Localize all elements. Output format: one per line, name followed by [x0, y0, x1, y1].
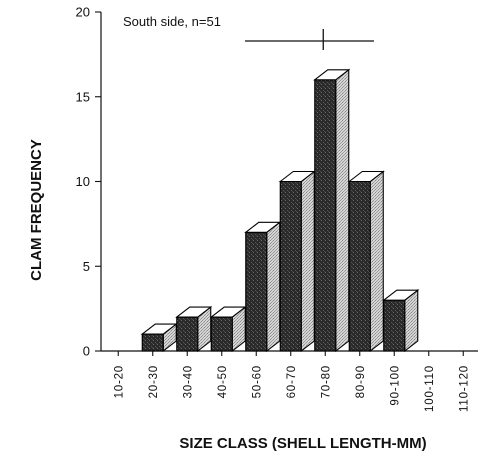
- bar-top-face: [382, 289, 420, 301]
- x-axis-ticks: 10-20 20-30 30-40 40-50 50-60 60-70 70-80 80-90…: [113, 351, 470, 412]
- bars-group: [140, 68, 420, 353]
- bar-front-face: [348, 180, 371, 352]
- y-axis-ticks: 0 5 10 15 20: [76, 5, 101, 359]
- bar-front-face: [314, 79, 337, 352]
- x-tick-label: 10-20: [113, 365, 125, 398]
- x-tick-label: 30-40: [182, 365, 194, 398]
- x-tick-label: 20-30: [148, 365, 160, 398]
- x-tick-label: 40-50: [217, 365, 229, 398]
- y-tick-label: 15: [76, 89, 90, 104]
- x-tick-label: 70-80: [320, 365, 332, 398]
- y-axis-title: CLAM FREQUENCY: [28, 139, 45, 281]
- bar: [140, 322, 178, 353]
- bar-front-face: [245, 231, 268, 352]
- x-axis-title: SIZE CLASS (SHELL LENGTH-MM): [179, 435, 426, 452]
- bar: [209, 305, 247, 353]
- x-tick-label: 80-90: [355, 365, 367, 398]
- bar: [382, 289, 420, 353]
- y-tick-label: 10: [76, 174, 90, 189]
- bar: [175, 305, 213, 353]
- bar: [278, 170, 316, 353]
- x-tick-label: 50-60: [251, 365, 263, 398]
- y-tick-label: 0: [83, 344, 90, 359]
- y-tick-label: 20: [76, 5, 90, 20]
- bar-top-face: [175, 306, 213, 318]
- bar-side-face: [335, 68, 350, 353]
- x-tick-label: 100-110: [424, 365, 436, 412]
- bar: [313, 68, 351, 353]
- sample-annotation: South side, n=51: [123, 14, 221, 29]
- x-tick-label: 90-100: [389, 365, 401, 406]
- x-tick-label: 60-70: [286, 365, 298, 398]
- range-marker: [245, 29, 374, 50]
- bar-side-face: [266, 221, 281, 353]
- y-tick-label: 5: [83, 259, 90, 274]
- bar-top-face: [313, 69, 351, 81]
- bar-front-face: [210, 316, 233, 352]
- bar-front-face: [383, 299, 406, 352]
- bar-side-face: [369, 170, 384, 353]
- bar: [244, 221, 282, 353]
- bar: [347, 170, 385, 353]
- x-tick-label: 110-120: [458, 365, 470, 412]
- bar-front-face: [176, 316, 199, 352]
- bar-side-face: [300, 170, 315, 353]
- bar-front-face: [141, 333, 164, 352]
- bar-top-face: [347, 170, 385, 183]
- bar-front-face: [279, 180, 302, 352]
